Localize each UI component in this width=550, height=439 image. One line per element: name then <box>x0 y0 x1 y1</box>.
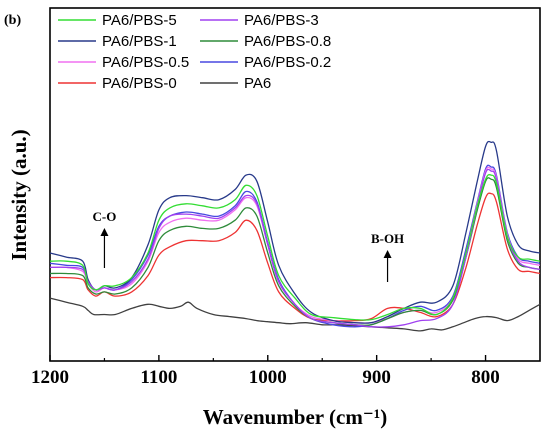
series-line-pa6-pbs-1 <box>49 140 541 324</box>
legend-label: PA6/PBS-5 <box>102 12 177 29</box>
legend-entry: PA6/PBS-5 <box>58 12 177 29</box>
series-line-pa6-pbs-0 <box>49 192 541 322</box>
y-axis-title: Intensity (a.u.) <box>7 129 31 260</box>
legend-entry: PA6/PBS-0.2 <box>200 54 331 71</box>
legend-entry: PA6 <box>200 75 271 92</box>
legend-entry: PA6/PBS-0.5 <box>58 54 189 71</box>
annotation-arrow-head <box>100 228 109 236</box>
plot-area-frame <box>49 7 541 362</box>
annotation-layer: C-O B-OH <box>93 209 404 282</box>
series-line-pa6-pbs-5 <box>49 173 541 321</box>
legend-label: PA6/PBS-0.2 <box>244 54 331 71</box>
legend-label: PA6 <box>244 75 271 92</box>
series-layer <box>49 140 541 332</box>
legend-label: PA6/PBS-0 <box>102 75 177 92</box>
annotation-label: B-OH <box>371 231 404 246</box>
legend-label: PA6/PBS-0.8 <box>244 33 331 50</box>
legend-label: PA6/PBS-3 <box>244 12 319 29</box>
legend-entry: PA6/PBS-0 <box>58 75 177 92</box>
x-tick-label: 1200 <box>31 367 69 388</box>
legend-entry: PA6/PBS-1 <box>58 33 177 50</box>
x-axis-ticks: 1200 1100 1000 900 800 <box>31 355 500 388</box>
annotation-label: C-O <box>93 209 117 224</box>
x-tick-label: 800 <box>471 367 500 388</box>
panel-label: (b) <box>4 13 21 28</box>
annotation-arrow-head <box>383 250 392 258</box>
legend-entry: PA6/PBS-3 <box>200 12 319 29</box>
x-tick-label: 900 <box>362 367 391 388</box>
series-line-pa6-pbs-0-8 <box>49 177 541 326</box>
series-line-pa6-pbs-0-2 <box>49 164 541 328</box>
legend-label: PA6/PBS-1 <box>102 33 177 50</box>
series-line-pa6-pbs-3 <box>49 168 541 328</box>
legend: PA6/PBS-5 PA6/PBS-3 PA6/PBS-1 PA6/PBS-0.8 PA… <box>58 12 331 92</box>
legend-label: PA6/PBS-0.5 <box>102 54 189 71</box>
legend-entry: PA6/PBS-0.8 <box>200 33 331 50</box>
x-tick-label: 1100 <box>140 367 177 388</box>
series-line-pa6 <box>49 297 541 332</box>
x-tick-label: 1000 <box>249 367 287 388</box>
x-axis-title: Wavenumber (cm⁻¹) <box>203 405 387 429</box>
